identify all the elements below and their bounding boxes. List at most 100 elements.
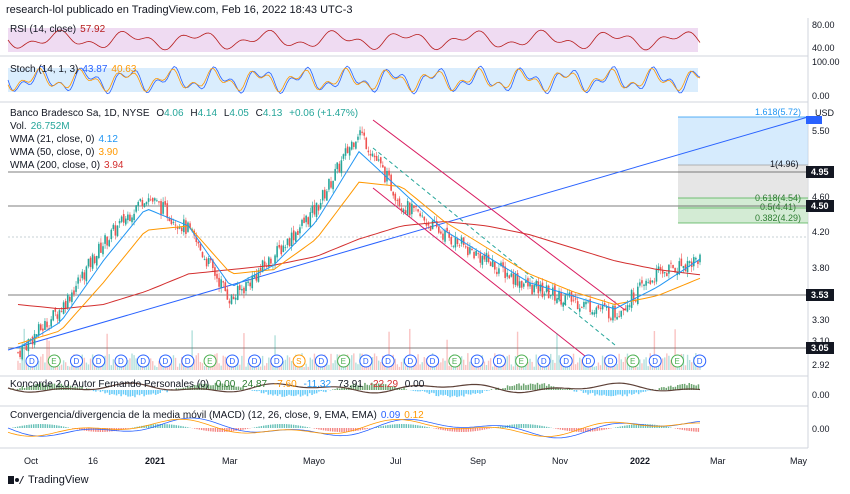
macd-bar	[437, 428, 440, 430]
koncorde-bar	[380, 383, 382, 390]
macd-bar	[465, 428, 467, 432]
volume-bar	[508, 354, 510, 370]
koncorde-bar	[198, 383, 201, 390]
candle-body	[307, 217, 310, 225]
candle-body	[483, 254, 486, 260]
macd-bar	[640, 424, 642, 428]
volume-bar	[120, 366, 123, 370]
koncorde-bar	[233, 385, 235, 390]
wma21-row: WMA (21, close, 0) 4.12	[10, 133, 362, 146]
stoch-legend[interactable]: Stoch (14, 1, 3) 43.87 40.63	[10, 64, 140, 75]
volume-bar	[237, 361, 239, 370]
koncorde-bar	[306, 390, 309, 397]
volume-bar	[674, 329, 676, 370]
channel-lower	[372, 187, 591, 361]
koncorde-bar	[412, 390, 414, 391]
macd-bar	[548, 427, 550, 428]
main-legend[interactable]: Banco Bradesco Sa, 1D, NYSE O4.06 H4.14 …	[10, 107, 362, 172]
macd-bar	[585, 428, 587, 432]
macd-bar	[313, 428, 315, 429]
macd-bar	[407, 424, 410, 428]
macd-bar	[150, 424, 152, 428]
volume-bar	[684, 365, 687, 370]
candle-body	[257, 270, 260, 282]
candle-body	[417, 209, 419, 212]
tradingview-brand[interactable]: TradingView	[8, 474, 89, 486]
rsi-legend[interactable]: RSI (14, close) 57.92	[10, 24, 109, 35]
koncorde-bar	[352, 384, 355, 390]
volume-bar	[282, 361, 285, 370]
candle-body	[375, 156, 378, 161]
candle-body	[622, 309, 625, 311]
candle-body	[236, 285, 239, 300]
volume-bar	[533, 366, 535, 370]
koncorde-bar	[74, 386, 76, 390]
candle-body	[446, 227, 448, 232]
candle-body	[657, 266, 660, 271]
candle-body	[512, 273, 515, 285]
volume-bar	[537, 362, 540, 370]
macd-bar	[161, 424, 164, 428]
candle-body	[572, 299, 575, 301]
macd-bar	[173, 424, 175, 428]
koncorde-bar	[575, 390, 578, 392]
candle-body	[79, 279, 81, 281]
volume-value: 26.752M	[30, 121, 70, 132]
koncorde-legend[interactable]: Koncorde 2.0 Autor Fernando Personales (…	[10, 379, 428, 390]
volume-bar	[556, 333, 558, 370]
koncorde-bar	[394, 385, 396, 390]
macd-bar	[33, 424, 35, 428]
event-label: D	[585, 357, 591, 366]
koncorde-bar	[401, 388, 403, 390]
candle-body	[147, 198, 150, 202]
candle-body	[392, 191, 395, 196]
koncorde-bar	[594, 390, 596, 396]
volume-bar	[114, 359, 117, 370]
badge-495-bg	[806, 166, 834, 178]
macd-bar	[246, 428, 249, 429]
koncorde-bar	[226, 385, 228, 390]
macd-legend[interactable]: Convergencia/divergencia de la media móv…	[10, 410, 428, 421]
event-label: D	[140, 357, 146, 366]
volume-bar	[247, 362, 249, 370]
macd-bar	[207, 428, 210, 432]
volume-bar	[653, 331, 656, 370]
volume-bar	[332, 363, 334, 370]
candle-body	[384, 166, 386, 183]
koncorde-bar	[318, 390, 320, 392]
volume-bar	[203, 366, 206, 370]
macd-bar	[453, 428, 456, 432]
volume-bar	[572, 353, 575, 370]
volume-bar	[419, 364, 421, 370]
volume-bar	[19, 363, 21, 370]
candle-body	[288, 238, 291, 247]
candle-body	[73, 290, 75, 295]
event-label: D	[385, 357, 391, 366]
candle-body	[205, 258, 208, 267]
candle-body	[110, 229, 113, 240]
volume-bar	[566, 364, 569, 370]
koncorde-bar	[322, 390, 325, 392]
volume-bar	[402, 358, 405, 370]
candle-body	[178, 227, 181, 229]
candle-body	[319, 202, 322, 209]
macd-bar	[359, 428, 361, 431]
koncorde-bars	[10, 382, 700, 398]
koncorde-bar	[426, 390, 428, 393]
macd-bar	[527, 424, 529, 428]
macd-bar	[304, 426, 306, 428]
koncorde-bar	[465, 390, 467, 394]
candle-body	[251, 275, 254, 289]
event-badge	[270, 354, 284, 368]
macd-bar	[483, 428, 486, 430]
macd-bar	[42, 424, 44, 428]
candle-body	[670, 262, 672, 264]
macd-bar	[380, 426, 382, 428]
koncorde-bar	[148, 390, 150, 395]
candle-body	[489, 262, 492, 267]
candle-body	[222, 281, 225, 283]
koncorde-bar	[660, 387, 663, 390]
macd-bar	[237, 428, 240, 431]
koncorde-bar	[341, 387, 343, 390]
